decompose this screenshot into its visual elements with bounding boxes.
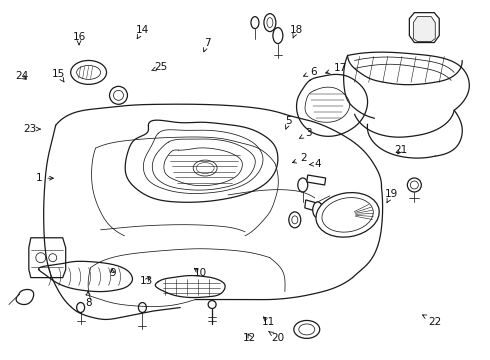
Text: 20: 20 [269,332,285,343]
Ellipse shape [289,212,301,228]
Text: 3: 3 [299,129,312,138]
Ellipse shape [407,178,421,192]
Text: 25: 25 [151,62,168,72]
Ellipse shape [313,202,323,218]
Text: 10: 10 [194,267,207,278]
Ellipse shape [193,160,217,176]
Ellipse shape [273,28,283,44]
Ellipse shape [114,90,123,100]
Ellipse shape [76,302,85,312]
Ellipse shape [36,253,46,263]
Ellipse shape [410,181,418,189]
Ellipse shape [71,60,106,84]
Ellipse shape [76,66,100,80]
Text: 14: 14 [136,25,149,39]
Text: 22: 22 [422,315,442,327]
Text: 13: 13 [140,276,153,286]
Text: 8: 8 [85,291,92,308]
Polygon shape [307,175,326,185]
Ellipse shape [316,193,379,237]
Text: 23: 23 [24,124,40,134]
Text: 24: 24 [15,71,28,81]
Text: 9: 9 [109,268,116,278]
Ellipse shape [251,17,259,28]
Text: 12: 12 [243,333,256,343]
Ellipse shape [298,178,308,192]
Text: 6: 6 [303,67,317,77]
Text: 1: 1 [36,173,53,183]
Text: 18: 18 [290,25,303,38]
Text: 17: 17 [326,63,347,74]
Text: 21: 21 [394,144,408,154]
Text: 19: 19 [385,189,398,203]
Ellipse shape [294,320,319,338]
Text: 11: 11 [262,317,275,327]
Text: 4: 4 [309,159,321,169]
Polygon shape [409,13,439,42]
Ellipse shape [196,163,214,174]
Ellipse shape [138,302,147,312]
Polygon shape [305,200,324,213]
Text: 7: 7 [203,38,210,52]
Polygon shape [414,17,435,41]
Text: 16: 16 [73,32,86,45]
Ellipse shape [110,86,127,104]
Text: 5: 5 [285,116,292,129]
Ellipse shape [267,18,273,28]
Ellipse shape [49,254,57,262]
Ellipse shape [208,301,216,309]
Ellipse shape [292,216,298,224]
Polygon shape [29,238,66,278]
Ellipse shape [264,14,276,32]
Ellipse shape [299,324,315,335]
Text: 15: 15 [52,69,65,82]
Ellipse shape [322,198,373,232]
Text: 2: 2 [293,153,307,163]
